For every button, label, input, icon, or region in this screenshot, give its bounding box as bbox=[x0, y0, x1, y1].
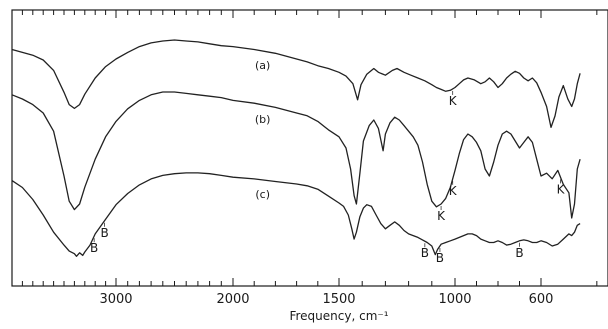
x-tick-label: 1000 bbox=[438, 292, 471, 307]
annotation-band-marker: B bbox=[436, 251, 444, 265]
annotation-band-marker: K bbox=[449, 94, 458, 108]
annotation-band-marker: K bbox=[449, 184, 458, 198]
x-tick-label: 3000 bbox=[99, 292, 132, 307]
annotation-trace-label: (a) bbox=[255, 59, 270, 72]
annotation-trace-label: (c) bbox=[255, 188, 270, 201]
plot-frame bbox=[11, 9, 608, 287]
spectrum-line-a bbox=[11, 39, 581, 129]
annotation-band-marker: B bbox=[90, 241, 98, 255]
spectrum-line-b bbox=[11, 91, 581, 219]
annotation-trace-label: (b) bbox=[255, 113, 271, 126]
annotation-band-marker: B bbox=[515, 246, 523, 260]
spectra bbox=[11, 39, 581, 257]
annotation-band-marker: K bbox=[557, 182, 566, 196]
x-tick-label: 1500 bbox=[322, 292, 355, 307]
annotation-band-marker: B bbox=[100, 226, 108, 240]
tick-marks bbox=[21, 10, 598, 286]
x-axis-label: Frequency, cm⁻¹ bbox=[289, 309, 388, 323]
annotation-band-marker: B bbox=[421, 246, 429, 260]
annotation-band-marker: K bbox=[437, 209, 446, 223]
x-tick-label: 600 bbox=[529, 292, 554, 307]
x-tick-label: 2000 bbox=[216, 292, 249, 307]
spectrum-line-c bbox=[11, 172, 581, 257]
x-tick-labels: 3000 2000 1500 1000 600 bbox=[99, 292, 553, 307]
